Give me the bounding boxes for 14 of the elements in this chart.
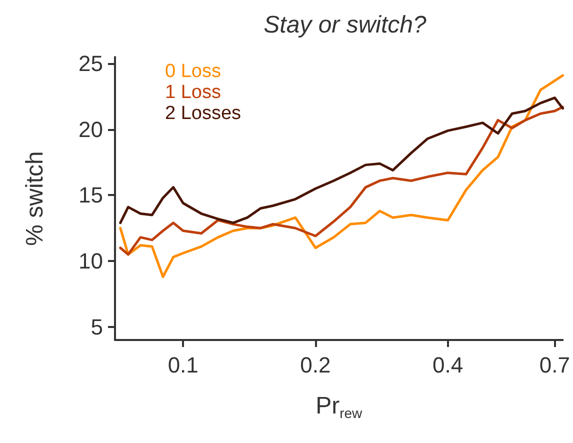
y-tick-label: 10 [78,248,103,274]
text: 1 Loss [165,82,221,103]
x-tick-label: 0.1 [168,352,198,378]
y-tick-label: 25 [78,51,103,76]
text: 0 Loss [165,61,221,82]
x-tick-label: 0.4 [432,352,464,378]
chart-title: Stay or switch? [264,12,428,38]
x-tick-label: 0.7 [539,352,570,378]
y-tick-label: 20 [78,116,103,142]
y-tick-label: 5 [90,314,103,340]
y-tick-label: 15 [78,182,103,208]
y-axis-title: % switch [22,151,48,246]
x-tick-label: 0.2 [300,352,331,378]
text: 2 Losses [165,103,242,124]
